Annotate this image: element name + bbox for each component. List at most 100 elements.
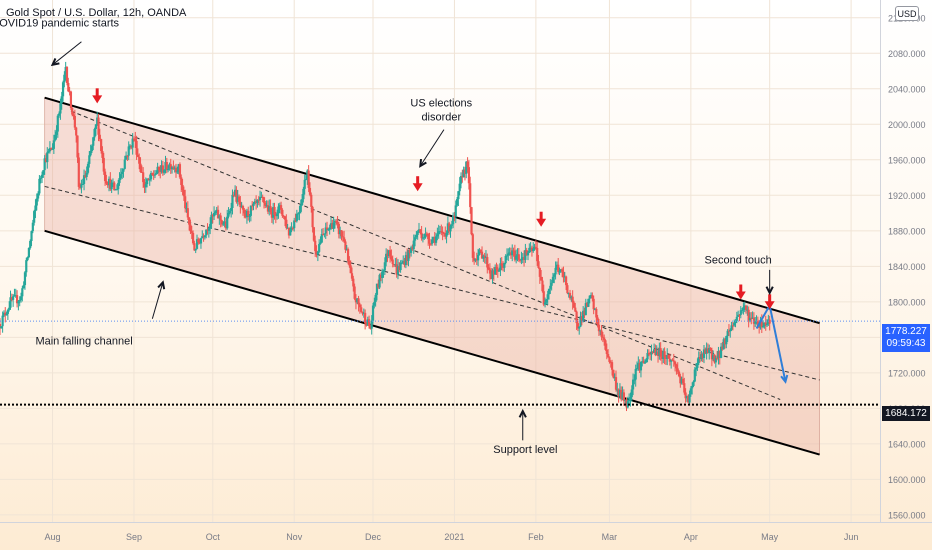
candle-body <box>526 252 530 256</box>
candle-body <box>748 317 752 321</box>
candle-body <box>237 196 241 202</box>
candle-body <box>402 261 405 263</box>
time-tick-label: Nov <box>286 532 303 542</box>
candle-body <box>327 229 330 231</box>
candle-body <box>232 194 235 196</box>
candle-body <box>94 124 97 129</box>
candle-body <box>680 378 683 384</box>
candle-body <box>214 211 217 214</box>
candle-body <box>501 265 505 268</box>
candle-body <box>767 319 770 325</box>
candle-body <box>479 249 482 252</box>
candle-body <box>589 295 593 297</box>
candle-body <box>395 264 398 275</box>
candle-body <box>173 167 176 169</box>
candle-body <box>495 267 498 270</box>
candle-body <box>36 193 40 199</box>
candle-body <box>505 255 509 257</box>
symbol-title[interactable]: Gold Spot / U.S. Dollar, 12h, OANDA <box>6 7 187 19</box>
candle-body <box>0 324 2 329</box>
candle-body <box>580 316 583 321</box>
candle-body <box>400 262 404 264</box>
candle-body <box>386 253 389 256</box>
candle-body <box>751 317 754 319</box>
candle-body <box>48 148 52 152</box>
time-tick-label: May <box>761 532 779 542</box>
candle-body <box>442 233 446 235</box>
candle-body <box>164 161 167 171</box>
candle-body <box>31 222 34 232</box>
candle-body <box>743 305 746 308</box>
candle-body <box>729 329 732 332</box>
candle-body <box>617 389 620 397</box>
candle-body <box>281 209 284 216</box>
channel-fill <box>44 97 820 456</box>
currency-button[interactable]: USD <box>895 6 919 21</box>
candle-body <box>360 307 363 312</box>
pointer-arrow <box>52 41 82 66</box>
candle-body <box>188 217 191 225</box>
price-tick-label: 2040.000 <box>888 84 926 94</box>
candle-body <box>0 326 3 329</box>
candle-body <box>367 319 371 327</box>
candle-body <box>655 351 658 356</box>
candle-body <box>445 232 448 237</box>
candle-body <box>209 224 212 229</box>
candle-body <box>315 251 318 255</box>
candle-body <box>499 263 502 271</box>
candle-body <box>679 376 682 384</box>
candle-body <box>522 257 526 260</box>
candle-body <box>56 115 59 132</box>
candle-body <box>705 348 708 354</box>
candle-body <box>142 172 145 183</box>
candle-body <box>103 171 107 182</box>
candle-body <box>746 309 749 311</box>
time-tick-label: Sep <box>126 532 142 542</box>
candle-body <box>63 74 66 83</box>
candle-body <box>600 330 603 337</box>
candle-body <box>346 249 350 261</box>
candle-body <box>718 350 721 358</box>
candle-body <box>553 274 556 277</box>
candle-body <box>90 145 94 152</box>
candle-body <box>203 235 206 238</box>
bar-countdown: 09:59:43 <box>886 338 926 349</box>
candle-body <box>6 309 9 314</box>
candle-body <box>649 353 652 355</box>
candle-body <box>354 298 358 303</box>
candle-body <box>290 227 293 230</box>
candle-body <box>484 257 488 259</box>
annotation-text: disorder <box>421 112 461 124</box>
candle-body <box>320 234 323 243</box>
candle-body <box>373 301 376 306</box>
candle-body <box>663 351 666 358</box>
candle-body <box>381 271 384 279</box>
candle-body <box>412 240 415 250</box>
candle-body <box>474 258 477 261</box>
candle-body <box>314 240 317 252</box>
candle-body <box>4 312 7 316</box>
candle-body <box>701 354 704 358</box>
time-tick-label: Oct <box>206 532 221 542</box>
price-tick-label: 1920.000 <box>888 191 926 201</box>
candle-body <box>172 167 175 169</box>
candle-body <box>198 242 201 244</box>
candle-body <box>156 166 159 174</box>
candle-body <box>421 237 425 239</box>
candle-body <box>252 203 255 207</box>
candle-body <box>712 354 715 360</box>
candle-body <box>639 361 643 371</box>
candle-body <box>731 325 734 327</box>
annotation-text: Support level <box>493 444 557 456</box>
candle-body <box>231 194 234 208</box>
pointer-arrow <box>419 129 445 167</box>
candles <box>0 61 771 412</box>
candle-body <box>44 158 48 163</box>
candle-body <box>570 296 573 299</box>
candle-body <box>170 167 174 170</box>
red-arrow-head <box>92 95 103 104</box>
candle-body <box>60 96 63 104</box>
candle-body <box>713 354 716 363</box>
